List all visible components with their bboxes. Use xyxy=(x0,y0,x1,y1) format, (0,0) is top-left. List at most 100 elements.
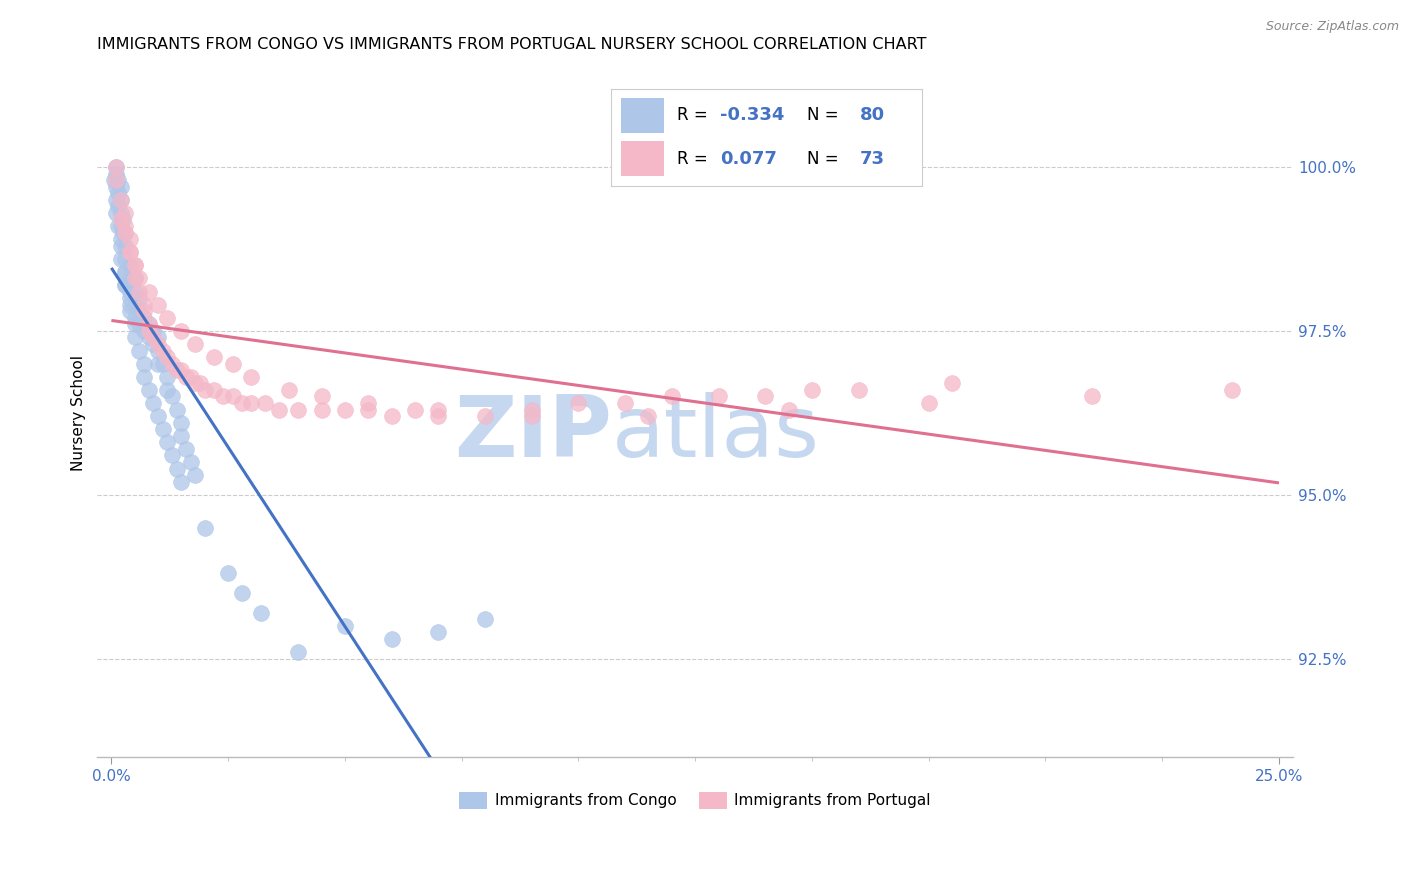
Point xyxy=(110,238,132,252)
Point xyxy=(132,298,155,312)
Point xyxy=(114,278,136,293)
Point xyxy=(156,435,179,450)
Point xyxy=(614,396,637,410)
Point xyxy=(217,566,239,581)
Point xyxy=(142,337,165,351)
Point xyxy=(427,625,450,640)
Point xyxy=(170,429,193,443)
Point xyxy=(848,383,870,397)
Text: ZIP: ZIP xyxy=(454,392,612,475)
Point xyxy=(142,324,165,338)
Point xyxy=(118,291,141,305)
Point xyxy=(114,278,136,293)
Point xyxy=(160,357,183,371)
Text: atlas: atlas xyxy=(612,392,820,475)
Point xyxy=(107,219,129,233)
Point xyxy=(333,402,356,417)
Point xyxy=(118,259,141,273)
Point xyxy=(146,409,169,424)
Point xyxy=(381,409,404,424)
Point xyxy=(138,383,160,397)
Point xyxy=(474,409,496,424)
Point xyxy=(637,409,659,424)
Point xyxy=(110,193,132,207)
Point xyxy=(105,160,128,174)
Point xyxy=(128,304,150,318)
Point xyxy=(146,298,169,312)
Point xyxy=(114,226,136,240)
Point xyxy=(250,606,273,620)
Point xyxy=(194,383,217,397)
Point xyxy=(118,271,141,285)
Point xyxy=(138,318,160,332)
Point xyxy=(118,304,141,318)
Point xyxy=(231,396,253,410)
Point xyxy=(138,324,160,338)
Point xyxy=(174,442,197,456)
Point xyxy=(240,396,263,410)
Point xyxy=(166,461,188,475)
Point xyxy=(132,310,155,325)
Point xyxy=(132,357,155,371)
Point xyxy=(146,343,169,358)
Point xyxy=(128,285,150,299)
Point xyxy=(124,285,146,299)
Point xyxy=(107,186,129,201)
Point xyxy=(107,173,129,187)
Point xyxy=(138,330,160,344)
Point xyxy=(114,265,136,279)
Point xyxy=(107,199,129,213)
Point xyxy=(170,475,193,489)
Point xyxy=(166,402,188,417)
Point xyxy=(311,389,333,403)
Point xyxy=(170,324,193,338)
Point xyxy=(110,193,132,207)
Point xyxy=(118,232,141,246)
Point xyxy=(105,173,128,187)
Point xyxy=(138,318,160,332)
Point xyxy=(567,396,589,410)
Point xyxy=(357,396,380,410)
Point xyxy=(277,383,299,397)
Point xyxy=(194,520,217,534)
Point xyxy=(918,396,941,410)
Point xyxy=(110,252,132,266)
Point xyxy=(707,389,730,403)
Y-axis label: Nursery School: Nursery School xyxy=(72,355,86,471)
Point xyxy=(118,245,141,260)
Point xyxy=(110,219,132,233)
Point xyxy=(118,285,141,299)
Point xyxy=(333,619,356,633)
Point xyxy=(941,376,963,391)
Point xyxy=(128,271,150,285)
Point xyxy=(152,357,174,371)
Point xyxy=(124,259,146,273)
Point xyxy=(404,402,426,417)
Point xyxy=(142,330,165,344)
Point xyxy=(427,409,450,424)
Point xyxy=(231,586,253,600)
Point xyxy=(112,212,135,227)
Point xyxy=(212,389,235,403)
Point xyxy=(381,632,404,646)
Text: IMMIGRANTS FROM CONGO VS IMMIGRANTS FROM PORTUGAL NURSERY SCHOOL CORRELATION CHA: IMMIGRANTS FROM CONGO VS IMMIGRANTS FROM… xyxy=(97,37,927,53)
Point xyxy=(103,173,125,187)
Point xyxy=(778,402,800,417)
Point xyxy=(754,389,776,403)
Point xyxy=(170,416,193,430)
Point xyxy=(520,402,543,417)
Point xyxy=(474,612,496,626)
Point xyxy=(124,259,146,273)
Point xyxy=(114,219,136,233)
Point xyxy=(152,422,174,436)
Point xyxy=(184,337,207,351)
Point xyxy=(132,369,155,384)
Legend: Immigrants from Congo, Immigrants from Portugal: Immigrants from Congo, Immigrants from P… xyxy=(453,786,936,814)
Point xyxy=(160,389,183,403)
Point xyxy=(110,232,132,246)
Point xyxy=(661,389,683,403)
Point xyxy=(128,318,150,332)
Point xyxy=(105,193,128,207)
Point xyxy=(114,206,136,220)
Point xyxy=(174,369,197,384)
